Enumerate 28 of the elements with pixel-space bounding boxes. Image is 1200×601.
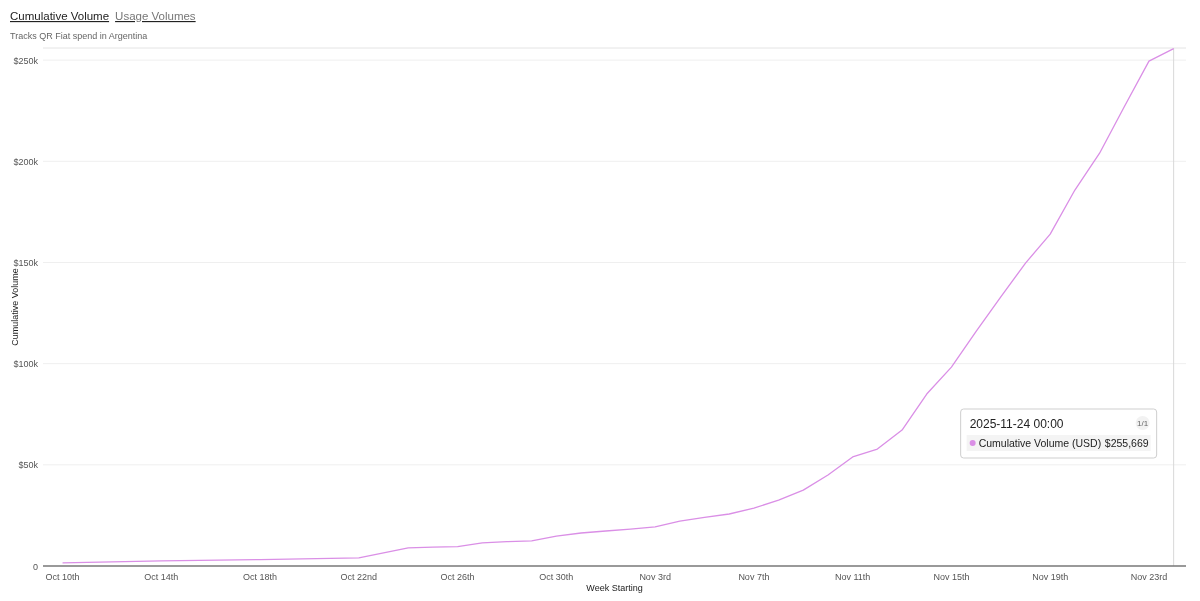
y-tick-label: $200k: [13, 156, 39, 167]
x-tick-label: Nov 3rd: [639, 572, 671, 582]
x-tick-label: Nov 15th: [933, 572, 970, 582]
x-tick-label: Nov 23rd: [1130, 572, 1168, 582]
y-tick-label: $150k: [13, 257, 39, 268]
annotation: 1/1: [1137, 419, 1149, 428]
x-tick-label: Oct 26th: [440, 572, 475, 582]
y-tick-label: $100k: [13, 359, 39, 370]
y-tick-label: 0: [32, 561, 38, 572]
x-tick-label: Oct 18th: [243, 572, 278, 582]
y-tick-label: $250k: [13, 55, 39, 66]
y-axis-title: Cumulative Volume: [10, 268, 20, 346]
chart-title: Cumulative Volume: [10, 10, 110, 22]
x-tick-label: Nov 19th: [1032, 572, 1069, 582]
annotation: 2025-11-24 00:00: [969, 417, 1064, 431]
x-tick-label: Nov 11th: [834, 572, 871, 582]
annotation: $255,669: [1104, 437, 1149, 449]
x-tick-label: Nov 7th: [738, 572, 770, 582]
y-tick-label: $50k: [18, 460, 39, 471]
x-axis-title: Week Starting: [586, 583, 643, 593]
x-tick-label: Oct 10th: [45, 572, 80, 582]
x-tick-label: Oct 14th: [144, 572, 179, 582]
text: Tracks QR Fiat spend in Argentina: [10, 31, 148, 41]
x-tick-label: Oct 22nd: [340, 572, 378, 582]
x-tick-label: Oct 30th: [539, 572, 574, 582]
annotation: Cumulative Volume (USD): [978, 437, 1102, 449]
line-series: [61, 48, 1175, 564]
chart-subtitle: Usage Volumes: [115, 10, 196, 22]
